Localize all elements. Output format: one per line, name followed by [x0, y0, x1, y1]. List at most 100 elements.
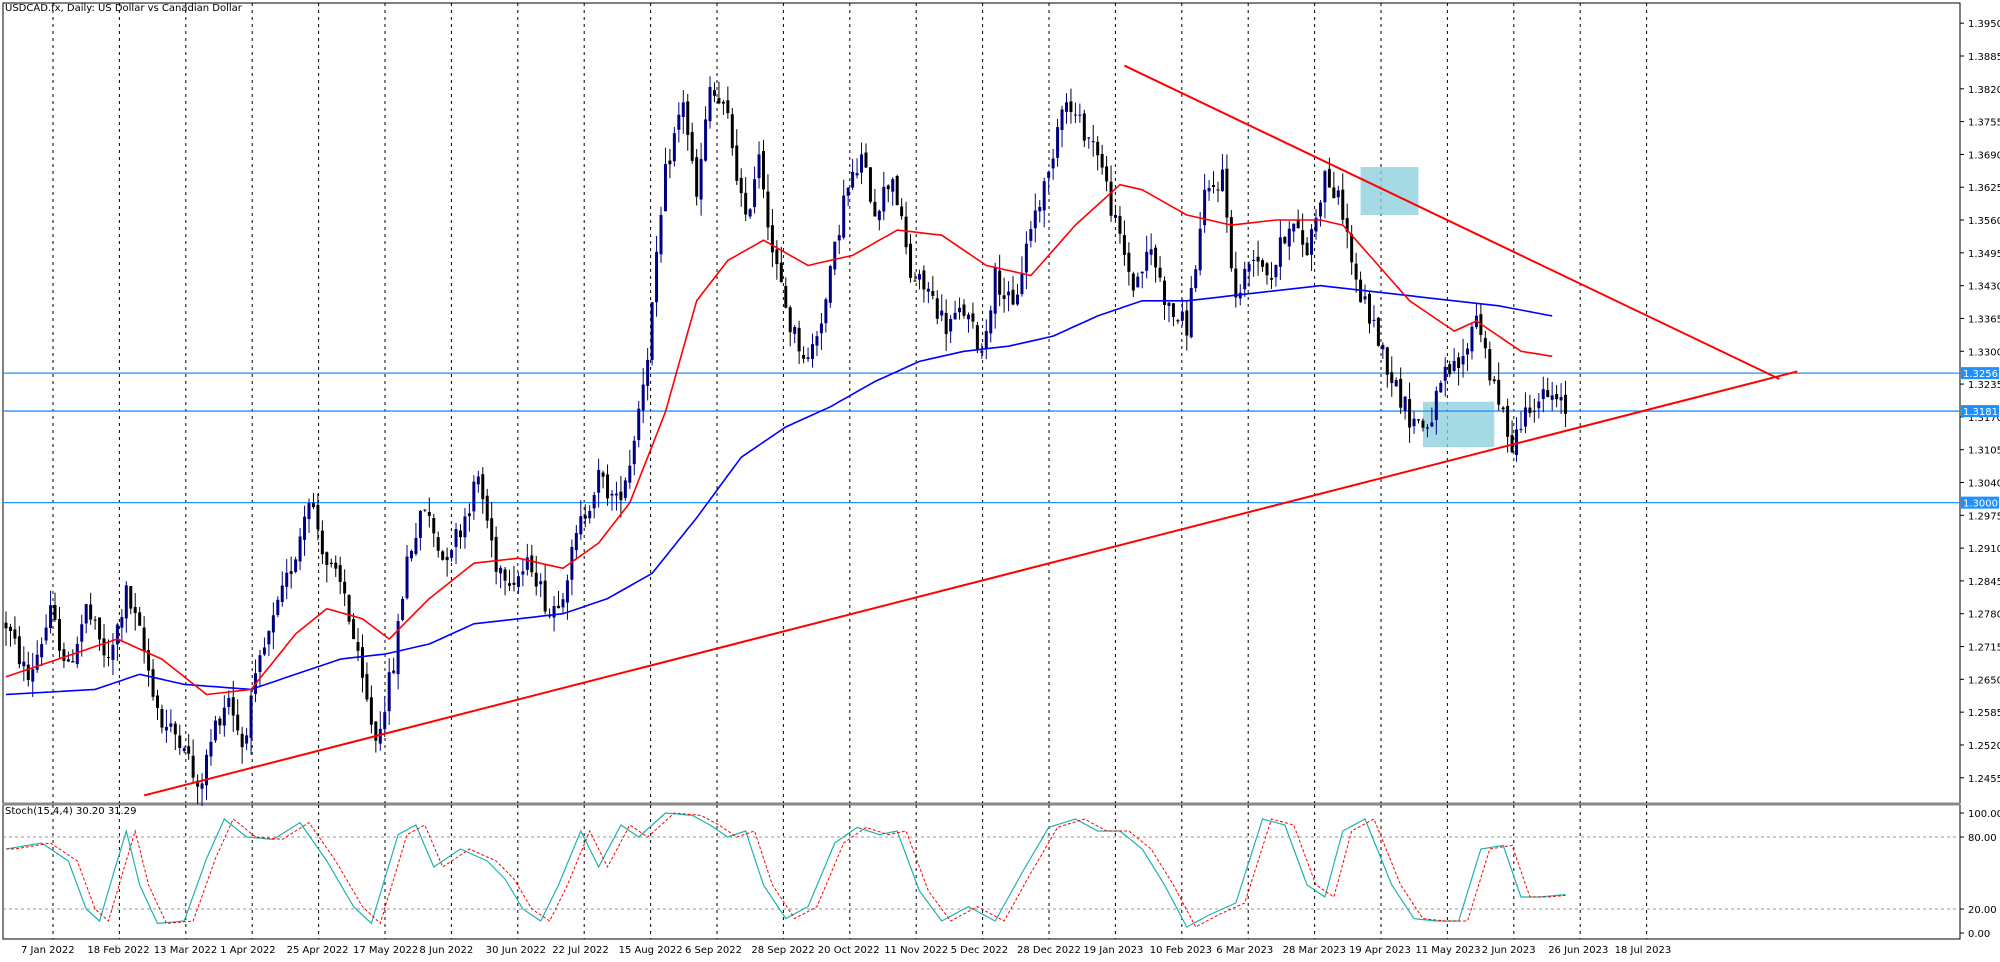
candle-body — [1412, 418, 1416, 427]
candle-body — [833, 241, 837, 270]
stochastic-title: Stoch(15,4,4) 30.20 31.29 — [5, 806, 137, 817]
candle-body — [236, 714, 240, 731]
x-tick-label: 19 Apr 2023 — [1349, 945, 1411, 956]
highlight-zone — [1422, 401, 1495, 448]
candle-body — [1421, 420, 1425, 428]
candle-body — [980, 350, 984, 353]
candle-body — [262, 647, 266, 655]
candle-body — [824, 299, 828, 324]
highlight-zone — [1360, 167, 1419, 215]
candle-body — [1229, 217, 1233, 269]
candle-body — [534, 572, 538, 587]
candle-body — [1296, 220, 1300, 229]
candle-body — [1372, 319, 1376, 321]
x-tick-label: 2 Jun 2023 — [1482, 945, 1536, 956]
x-tick-label: 26 Jun 2023 — [1548, 945, 1608, 956]
candle-body — [1332, 187, 1336, 199]
candle-body — [1203, 189, 1207, 226]
candle-body — [22, 661, 26, 667]
candle-body — [1078, 114, 1082, 116]
candle-body — [1167, 302, 1171, 306]
y-tick-label: 1.28450 — [1968, 577, 2000, 588]
candle-body — [1163, 280, 1167, 306]
candle-body — [895, 175, 899, 206]
candle-body — [182, 748, 186, 752]
candle-body — [1100, 154, 1104, 168]
candle-body — [120, 617, 124, 628]
candle-body — [886, 185, 890, 190]
candle-body — [334, 562, 338, 569]
candle-body — [360, 647, 364, 678]
x-tick-label: 28 Dec 2022 — [1017, 945, 1081, 956]
candle-body — [739, 177, 743, 194]
candle-body — [240, 733, 244, 748]
x-tick-label: 18 Feb 2022 — [87, 945, 149, 956]
candle-body — [249, 695, 253, 738]
candle-body — [1376, 317, 1380, 346]
candle-body — [347, 595, 351, 622]
price-label: 1.31815 — [1963, 407, 2000, 418]
chart-title: USDCAD.fx, Daily: US Dollar vs Canadian … — [5, 3, 242, 14]
y-tick-label: 1.34950 — [1968, 249, 2000, 260]
candle-body — [1318, 202, 1322, 217]
candle-body — [975, 325, 979, 350]
candle-body — [111, 644, 115, 660]
candle-body — [663, 164, 667, 212]
candle-body — [1265, 263, 1269, 276]
candle-body — [993, 266, 997, 314]
candle-body — [401, 598, 405, 620]
main-panel-frame — [2, 2, 1961, 804]
candle-body — [1185, 310, 1189, 336]
candle-body — [142, 627, 146, 652]
candle-body — [561, 599, 565, 608]
candle-body — [672, 133, 676, 162]
candle-body — [454, 529, 458, 547]
candle-body — [1145, 251, 1149, 271]
candle-body — [730, 114, 734, 149]
x-tick-label: 19 Jan 2023 — [1083, 945, 1143, 956]
candle-body — [802, 354, 806, 359]
candle-body — [1105, 166, 1109, 182]
candle-body — [133, 607, 137, 614]
x-tick-label: 11 Nov 2022 — [884, 945, 948, 956]
candle-body — [1154, 247, 1158, 268]
candle-body — [213, 720, 217, 741]
candle-body — [1555, 394, 1559, 400]
candle-body — [303, 516, 307, 540]
candle-body — [1225, 168, 1229, 218]
candle-body — [1515, 429, 1519, 456]
candle-body — [904, 216, 908, 248]
candle-body — [646, 359, 650, 386]
candle-body — [191, 755, 195, 778]
candle-body — [1136, 276, 1140, 288]
candle-body — [503, 569, 507, 581]
candle-body — [200, 783, 204, 789]
candle-body — [463, 516, 467, 538]
candle-body — [1532, 410, 1536, 412]
candle-body — [392, 670, 396, 674]
candle-body — [766, 191, 770, 228]
y-tick-label: 1.24550 — [1968, 774, 2000, 785]
candle-body — [717, 98, 721, 104]
x-tick-label: 22 Jul 2022 — [552, 945, 609, 956]
candle-body — [311, 503, 315, 508]
candle-body — [1550, 395, 1554, 400]
candle-body — [1091, 141, 1095, 143]
candle-body — [1483, 338, 1487, 349]
candle-body — [1488, 349, 1492, 381]
candle-body — [1073, 114, 1077, 116]
candle-body — [1354, 263, 1358, 280]
candle-body — [570, 546, 574, 580]
candle-body — [1007, 291, 1011, 296]
candle-body — [851, 171, 855, 188]
candle-body — [1283, 237, 1287, 244]
candle-body — [614, 493, 618, 496]
x-tick-label: 13 Mar 2022 — [154, 945, 217, 956]
candle-body — [423, 509, 427, 511]
candle-body — [1274, 264, 1278, 278]
y-tick-label: 1.31050 — [1968, 446, 2000, 457]
candle-body — [655, 251, 659, 303]
candle-body — [307, 502, 311, 520]
